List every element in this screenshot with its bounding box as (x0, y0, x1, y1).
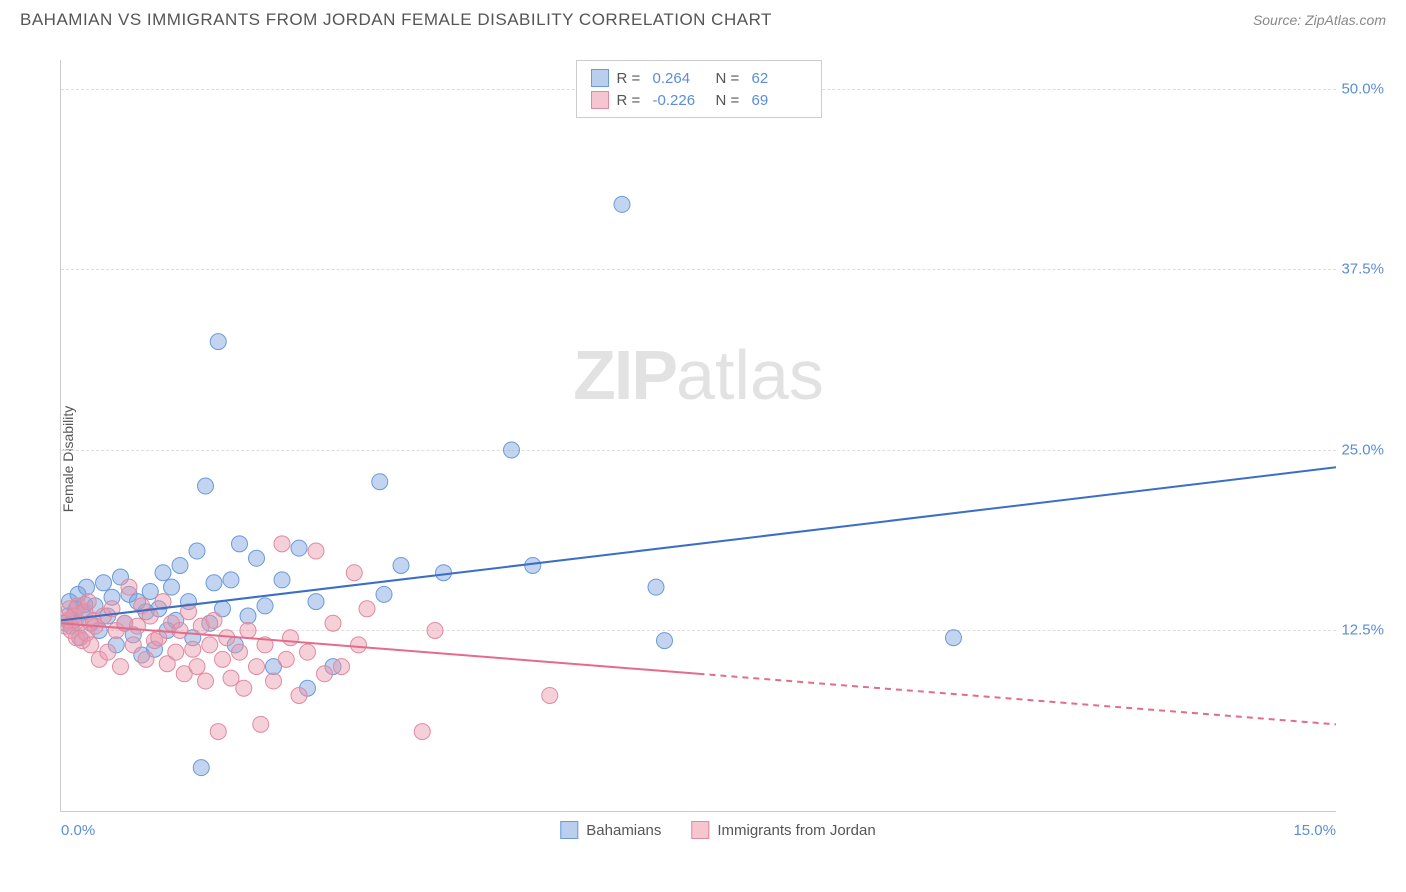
data-point (172, 622, 188, 638)
data-point (168, 644, 184, 660)
data-point (232, 644, 248, 660)
data-point (83, 637, 99, 653)
x-tick-label: 0.0% (61, 822, 95, 839)
data-point (308, 594, 324, 610)
data-point (249, 550, 265, 566)
data-point (100, 644, 116, 660)
y-tick-label: 12.5% (1341, 622, 1384, 639)
stats-legend: R = 0.264 N = 62 R = -0.226 N = 69 (576, 60, 822, 118)
r-value-1: 0.264 (653, 70, 708, 87)
data-point (614, 196, 630, 212)
series-legend: Bahamians Immigrants from Jordan (560, 821, 875, 839)
data-point (253, 716, 269, 732)
data-point (372, 474, 388, 490)
data-point (96, 575, 112, 591)
data-point (121, 579, 137, 595)
stats-legend-row-2: R = -0.226 N = 69 (591, 89, 807, 111)
n-label: N = (716, 92, 744, 109)
data-point (525, 557, 541, 573)
x-tick-label: 15.0% (1293, 822, 1336, 839)
r-value-2: -0.226 (653, 92, 708, 109)
data-point (206, 575, 222, 591)
data-point (172, 557, 188, 573)
data-point (317, 666, 333, 682)
data-point (291, 540, 307, 556)
data-point (300, 644, 316, 660)
legend-item-2: Immigrants from Jordan (691, 821, 875, 839)
legend-swatch-series-2 (591, 91, 609, 109)
data-point (210, 334, 226, 350)
data-point (80, 594, 96, 610)
data-point (257, 598, 273, 614)
data-point (427, 622, 443, 638)
data-point (376, 586, 392, 602)
data-point (283, 630, 299, 646)
data-point (223, 572, 239, 588)
data-point (249, 659, 265, 675)
data-point (79, 579, 95, 595)
data-point (278, 651, 294, 667)
data-point (657, 633, 673, 649)
y-tick-label: 50.0% (1341, 80, 1384, 97)
data-point (946, 630, 962, 646)
stats-legend-row-1: R = 0.264 N = 62 (591, 67, 807, 89)
data-point (504, 442, 520, 458)
data-point (138, 651, 154, 667)
data-point (202, 637, 218, 653)
r-label: R = (617, 70, 645, 87)
y-tick-label: 25.0% (1341, 441, 1384, 458)
data-point (236, 680, 252, 696)
data-point (198, 478, 214, 494)
data-point (274, 572, 290, 588)
n-value-1: 62 (752, 70, 807, 87)
data-point (232, 536, 248, 552)
data-point (266, 673, 282, 689)
legend-swatch-2 (691, 821, 709, 839)
data-point (193, 760, 209, 776)
n-label: N = (716, 70, 744, 87)
data-point (436, 565, 452, 581)
source-attribution: Source: ZipAtlas.com (1253, 12, 1386, 28)
data-point (393, 557, 409, 573)
data-point (113, 659, 129, 675)
data-point (240, 608, 256, 624)
n-value-2: 69 (752, 92, 807, 109)
data-point (291, 687, 307, 703)
data-point (164, 579, 180, 595)
data-point (189, 543, 205, 559)
data-point (206, 612, 222, 628)
legend-swatch-1 (560, 821, 578, 839)
plot-svg (61, 60, 1336, 811)
data-point (648, 579, 664, 595)
data-point (215, 651, 231, 667)
data-point (274, 536, 290, 552)
data-point (240, 622, 256, 638)
y-tick-label: 37.5% (1341, 261, 1384, 278)
data-point (198, 673, 214, 689)
data-point (210, 724, 226, 740)
data-point (185, 641, 201, 657)
trendline-dashed (699, 674, 1337, 725)
legend-label-1: Bahamians (586, 822, 661, 839)
r-label: R = (617, 92, 645, 109)
data-point (414, 724, 430, 740)
trendline (61, 467, 1336, 620)
plot-area: ZIPatlas R = 0.264 N = 62 R = -0.226 N =… (60, 60, 1336, 812)
data-point (125, 637, 141, 653)
legend-swatch-series-1 (591, 69, 609, 87)
data-point (308, 543, 324, 559)
data-point (542, 687, 558, 703)
legend-label-2: Immigrants from Jordan (717, 822, 875, 839)
data-point (351, 637, 367, 653)
legend-item-1: Bahamians (560, 821, 661, 839)
data-point (334, 659, 350, 675)
data-point (325, 615, 341, 631)
chart-title: BAHAMIAN VS IMMIGRANTS FROM JORDAN FEMAL… (20, 10, 772, 30)
chart-container: Female Disability ZIPatlas R = 0.264 N =… (50, 60, 1386, 842)
data-point (189, 659, 205, 675)
data-point (359, 601, 375, 617)
data-point (346, 565, 362, 581)
data-point (155, 565, 171, 581)
